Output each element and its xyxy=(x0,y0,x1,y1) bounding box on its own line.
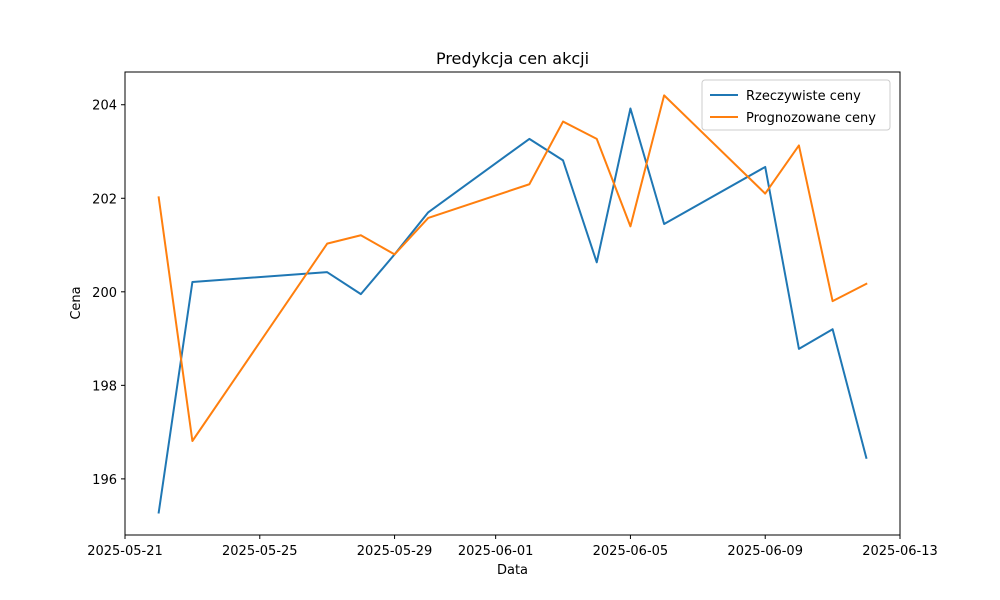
x-tick-label: 2025-06-09 xyxy=(727,544,803,559)
y-axis: 196 198 200 202 204 xyxy=(92,99,125,488)
x-axis-label: Data xyxy=(497,563,528,578)
x-tick-label: 2025-06-05 xyxy=(593,544,669,559)
legend: Rzeczywiste ceny Prognozowane ceny xyxy=(701,79,891,131)
chart-title: Predykcja cen akcji xyxy=(436,49,589,68)
x-tick-label: 2025-05-21 xyxy=(87,544,163,559)
y-tick-label: 202 xyxy=(92,192,117,207)
x-tick-label: 2025-06-13 xyxy=(862,544,938,559)
y-tick-label: 196 xyxy=(92,473,117,488)
x-tick-label: 2025-05-29 xyxy=(357,544,433,559)
y-tick-label: 200 xyxy=(92,286,117,301)
plot-area xyxy=(124,71,901,536)
y-tick-label: 204 xyxy=(92,99,117,114)
axes-frame xyxy=(124,71,901,536)
series-line-2 xyxy=(157,94,868,442)
legend-label-2: Prognozowane ceny xyxy=(746,111,876,126)
legend-label-1: Rzeczywiste ceny xyxy=(746,89,861,104)
x-tick-label: 2025-06-01 xyxy=(458,544,534,559)
x-tick-label: 2025-05-25 xyxy=(222,544,298,559)
legend-box xyxy=(701,79,891,131)
series-line-1 xyxy=(157,107,868,514)
x-axis: 2025-05-21 2025-05-25 2025-05-29 2025-06-01… xyxy=(87,535,938,559)
y-tick-label: 198 xyxy=(92,379,117,394)
y-axis-label: Cena xyxy=(69,286,84,319)
